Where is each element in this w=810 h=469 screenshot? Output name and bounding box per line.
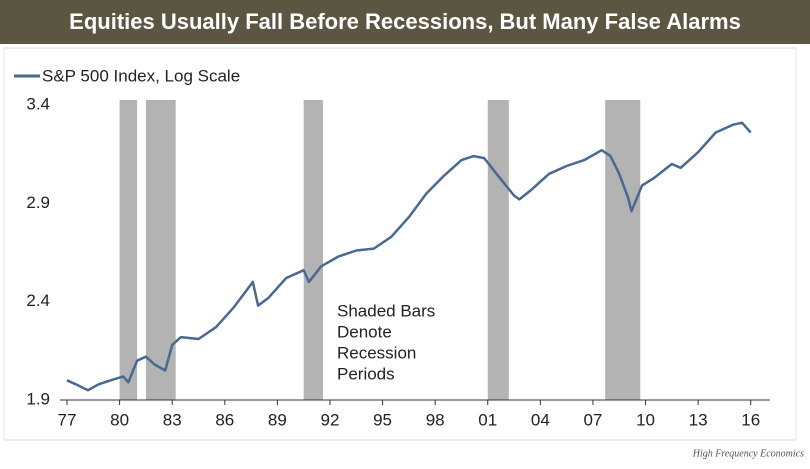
- x-tick-label: 07: [583, 410, 602, 429]
- x-tick-label: 86: [215, 410, 234, 429]
- x-tick-label: 01: [478, 410, 497, 429]
- y-tick-label: 2.4: [26, 291, 50, 310]
- chart-frame: [3, 47, 797, 441]
- recession-bar: [605, 100, 641, 400]
- x-tick-label: 10: [636, 410, 655, 429]
- recession-bar: [145, 100, 176, 400]
- x-tick-label: 16: [741, 410, 760, 429]
- recession-bar: [303, 100, 323, 400]
- x-tick-label: 04: [531, 410, 550, 429]
- x-tick-label: 95: [373, 410, 392, 429]
- y-tick-label: 3.4: [26, 94, 50, 113]
- legend-label: S&P 500 Index, Log Scale: [42, 66, 240, 85]
- title-banner: [0, 0, 810, 44]
- x-tick-label: 89: [268, 410, 287, 429]
- recession-bar: [119, 100, 138, 400]
- x-tick-label: 83: [163, 410, 182, 429]
- x-tick-label: 77: [58, 410, 77, 429]
- source: High Frequency Economics: [692, 448, 804, 459]
- chart-title: Equities Usually Fall Before Recessions,…: [69, 9, 741, 34]
- recession-bar: [487, 100, 509, 400]
- x-tick-label: 80: [110, 410, 129, 429]
- annotation: Recession: [337, 343, 416, 362]
- y-tick-label: 1.9: [26, 389, 50, 408]
- y-tick-label: 2.9: [26, 193, 50, 212]
- x-tick-label: 13: [689, 410, 708, 429]
- annotation: Periods: [337, 364, 395, 383]
- annotation: Denote: [337, 322, 392, 341]
- x-tick-label: 98: [426, 410, 445, 429]
- annotation: Shaded Bars: [337, 301, 435, 320]
- series-line: [66, 121, 752, 392]
- x-tick-label: 92: [321, 410, 340, 429]
